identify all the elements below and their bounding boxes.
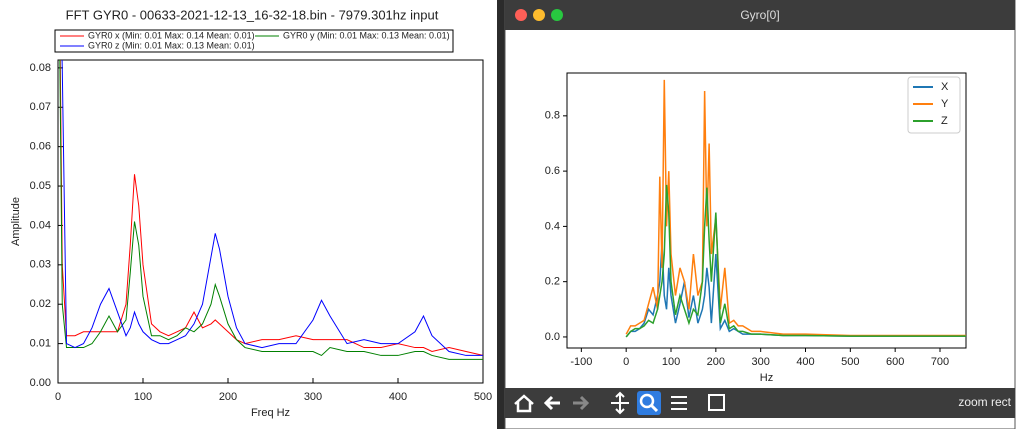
y-tick-label: 0.07 xyxy=(30,101,51,113)
y-tick-label: 0.03 xyxy=(30,259,51,271)
title-bar xyxy=(505,0,1015,30)
y-tick-label: 0.01 xyxy=(30,338,51,350)
x-axis-label: Freq Hz xyxy=(251,407,290,419)
x-tick-label: 300 xyxy=(751,356,769,368)
x-tick-label: 400 xyxy=(389,391,407,403)
window-gap xyxy=(497,0,507,429)
y-tick-label: 0.6 xyxy=(545,165,560,177)
x-tick-label: 0 xyxy=(55,391,61,403)
y-tick-label: 0.00 xyxy=(30,377,51,389)
toolbar-status: zoom rect xyxy=(958,395,1011,409)
maximize-button[interactable] xyxy=(551,9,563,21)
y-tick-label: 0.02 xyxy=(30,298,51,310)
legend-label: GYR0 y (Min: 0.01 Max: 0.13 Mean: 0.01) xyxy=(283,30,450,40)
home-button[interactable] xyxy=(514,394,534,413)
x-axis-label: Hz xyxy=(760,372,773,384)
y-tick-label: 0.8 xyxy=(545,110,560,122)
y-tick-label: 0.06 xyxy=(30,141,51,153)
legend-label: GYR0 z (Min: 0.01 Max: 0.13 Mean: 0.01) xyxy=(88,40,255,50)
y-tick-label: 0.04 xyxy=(30,219,51,231)
plot-frame xyxy=(57,59,484,384)
save-button[interactable] xyxy=(708,394,725,411)
back-button[interactable] xyxy=(543,395,560,411)
y-axis-label: Amplitude xyxy=(10,197,22,246)
data-line xyxy=(625,184,966,338)
legend-label: Y xyxy=(941,98,949,110)
x-tick-label: -100 xyxy=(570,356,592,368)
legend-box xyxy=(907,76,961,134)
x-tick-label: 300 xyxy=(304,391,322,403)
x-tick-label: 200 xyxy=(707,356,725,368)
x-tick-label: 100 xyxy=(134,391,152,403)
x-tick-label: 400 xyxy=(796,356,814,368)
y-tick-label: 0.0 xyxy=(545,331,560,343)
toolbar xyxy=(505,388,1015,418)
y-tick-label: 0.4 xyxy=(545,220,560,232)
y-tick-label: 0.08 xyxy=(30,62,51,74)
data-line xyxy=(61,60,483,356)
data-line xyxy=(59,60,483,360)
x-tick-label: 500 xyxy=(841,356,859,368)
legend-label: GYR0 x (Min: 0.01 Max: 0.14 Mean: 0.01) xyxy=(88,30,255,40)
legend-label: Z xyxy=(941,115,948,127)
chart-title: FFT GYR0 - 00633-2021-12-13_16-32-18.bin… xyxy=(66,7,439,22)
zoom-icon xyxy=(639,393,655,409)
y-tick-label: 0.05 xyxy=(30,180,51,192)
legend-label: X xyxy=(941,81,949,93)
data-line xyxy=(59,60,483,356)
x-tick-label: 600 xyxy=(886,356,904,368)
forward-button[interactable] xyxy=(573,395,590,411)
x-tick-label: 200 xyxy=(219,391,237,403)
close-button[interactable] xyxy=(515,9,527,21)
zoom-icon-handle xyxy=(649,403,659,413)
x-tick-label: 0 xyxy=(623,356,629,368)
configure-button[interactable] xyxy=(671,396,687,410)
window-title: Gyro[0] xyxy=(740,8,779,22)
x-tick-label: 700 xyxy=(931,356,949,368)
x-tick-label: 100 xyxy=(662,356,680,368)
y-tick-label: 0.2 xyxy=(545,276,560,288)
legend-box xyxy=(54,29,454,53)
minimize-button[interactable] xyxy=(533,9,545,21)
x-tick-label: 500 xyxy=(474,391,492,403)
pan-button[interactable] xyxy=(611,391,629,415)
data-line xyxy=(625,79,966,337)
plot-frame xyxy=(566,72,967,349)
